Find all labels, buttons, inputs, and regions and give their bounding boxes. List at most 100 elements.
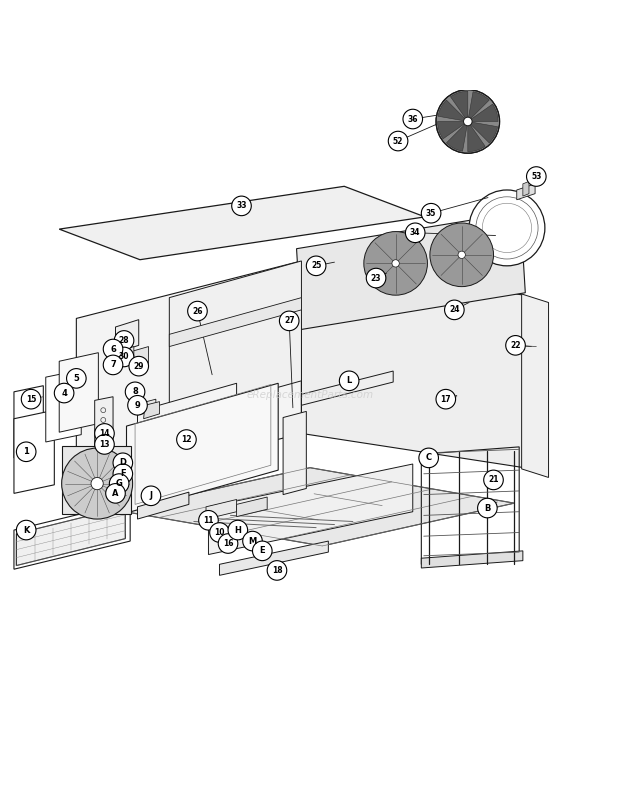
Polygon shape — [296, 212, 525, 329]
Circle shape — [392, 259, 399, 267]
Circle shape — [469, 190, 545, 266]
Polygon shape — [169, 261, 301, 418]
Text: 12: 12 — [181, 435, 192, 444]
Polygon shape — [95, 397, 113, 459]
Circle shape — [445, 300, 464, 320]
Wedge shape — [468, 92, 489, 122]
Text: 24: 24 — [449, 305, 459, 314]
Circle shape — [113, 464, 133, 483]
Circle shape — [506, 335, 525, 355]
Polygon shape — [301, 261, 524, 467]
Polygon shape — [219, 541, 329, 575]
Text: 15: 15 — [26, 395, 36, 403]
Polygon shape — [118, 467, 515, 546]
Wedge shape — [446, 122, 468, 151]
Circle shape — [114, 347, 134, 367]
Circle shape — [242, 532, 262, 551]
Polygon shape — [516, 184, 535, 200]
Polygon shape — [61, 445, 131, 514]
Circle shape — [306, 256, 326, 275]
Text: 5: 5 — [73, 374, 79, 383]
Polygon shape — [76, 261, 301, 491]
Circle shape — [141, 486, 161, 505]
Polygon shape — [206, 499, 237, 519]
Polygon shape — [138, 384, 237, 483]
Text: 25: 25 — [311, 261, 321, 271]
Circle shape — [61, 448, 133, 519]
Circle shape — [430, 223, 494, 286]
Text: A: A — [112, 489, 119, 498]
Text: E: E — [260, 547, 265, 555]
Text: L: L — [347, 377, 352, 385]
Polygon shape — [14, 411, 55, 494]
Polygon shape — [138, 399, 156, 415]
Circle shape — [105, 343, 115, 354]
Text: C: C — [425, 453, 432, 463]
Circle shape — [252, 541, 272, 561]
Circle shape — [198, 510, 218, 530]
Circle shape — [66, 369, 86, 388]
Circle shape — [458, 252, 466, 259]
Wedge shape — [451, 91, 468, 122]
Text: 4: 4 — [61, 388, 67, 398]
Circle shape — [267, 561, 287, 581]
Circle shape — [16, 520, 36, 539]
Text: 9: 9 — [135, 401, 140, 410]
Text: 16: 16 — [223, 539, 233, 548]
Text: 10: 10 — [215, 528, 224, 537]
Polygon shape — [46, 370, 81, 442]
Circle shape — [129, 357, 149, 376]
Polygon shape — [115, 320, 139, 353]
Polygon shape — [60, 187, 425, 259]
Circle shape — [419, 448, 438, 467]
Text: 27: 27 — [284, 316, 294, 325]
Text: 36: 36 — [407, 115, 418, 123]
Text: M: M — [249, 536, 257, 546]
Text: 7: 7 — [110, 361, 116, 369]
Circle shape — [422, 203, 441, 223]
Polygon shape — [131, 346, 149, 370]
Circle shape — [366, 268, 386, 288]
Circle shape — [109, 474, 129, 494]
Polygon shape — [169, 297, 301, 346]
Circle shape — [125, 382, 145, 402]
Polygon shape — [521, 294, 549, 478]
Polygon shape — [16, 507, 125, 566]
Text: 8: 8 — [132, 388, 138, 396]
Text: J: J — [149, 491, 153, 501]
Text: G: G — [116, 479, 123, 488]
Circle shape — [405, 223, 425, 243]
Text: 6: 6 — [110, 345, 116, 354]
Circle shape — [339, 371, 359, 391]
Text: 28: 28 — [119, 336, 130, 345]
Text: 52: 52 — [393, 137, 403, 146]
Text: H: H — [234, 525, 241, 535]
Circle shape — [484, 470, 503, 490]
Text: 26: 26 — [192, 307, 203, 316]
Text: 17: 17 — [440, 395, 451, 403]
Polygon shape — [144, 402, 159, 418]
Text: 35: 35 — [426, 209, 436, 218]
Wedge shape — [468, 122, 485, 152]
Circle shape — [21, 389, 41, 409]
Circle shape — [403, 109, 423, 129]
Text: 18: 18 — [272, 566, 282, 575]
Circle shape — [95, 434, 114, 454]
Circle shape — [128, 396, 148, 415]
Circle shape — [218, 534, 238, 554]
Text: 11: 11 — [203, 516, 214, 524]
Text: 14: 14 — [99, 429, 110, 438]
Circle shape — [232, 196, 251, 216]
Text: 29: 29 — [133, 361, 144, 371]
Text: D: D — [119, 458, 126, 467]
Polygon shape — [138, 492, 189, 519]
Circle shape — [188, 301, 207, 321]
Circle shape — [210, 523, 229, 543]
Wedge shape — [438, 122, 468, 138]
Polygon shape — [122, 346, 134, 366]
Text: 1: 1 — [23, 447, 29, 456]
Polygon shape — [14, 386, 43, 458]
Circle shape — [526, 167, 546, 187]
Text: 22: 22 — [510, 341, 521, 350]
Text: K: K — [23, 525, 29, 535]
